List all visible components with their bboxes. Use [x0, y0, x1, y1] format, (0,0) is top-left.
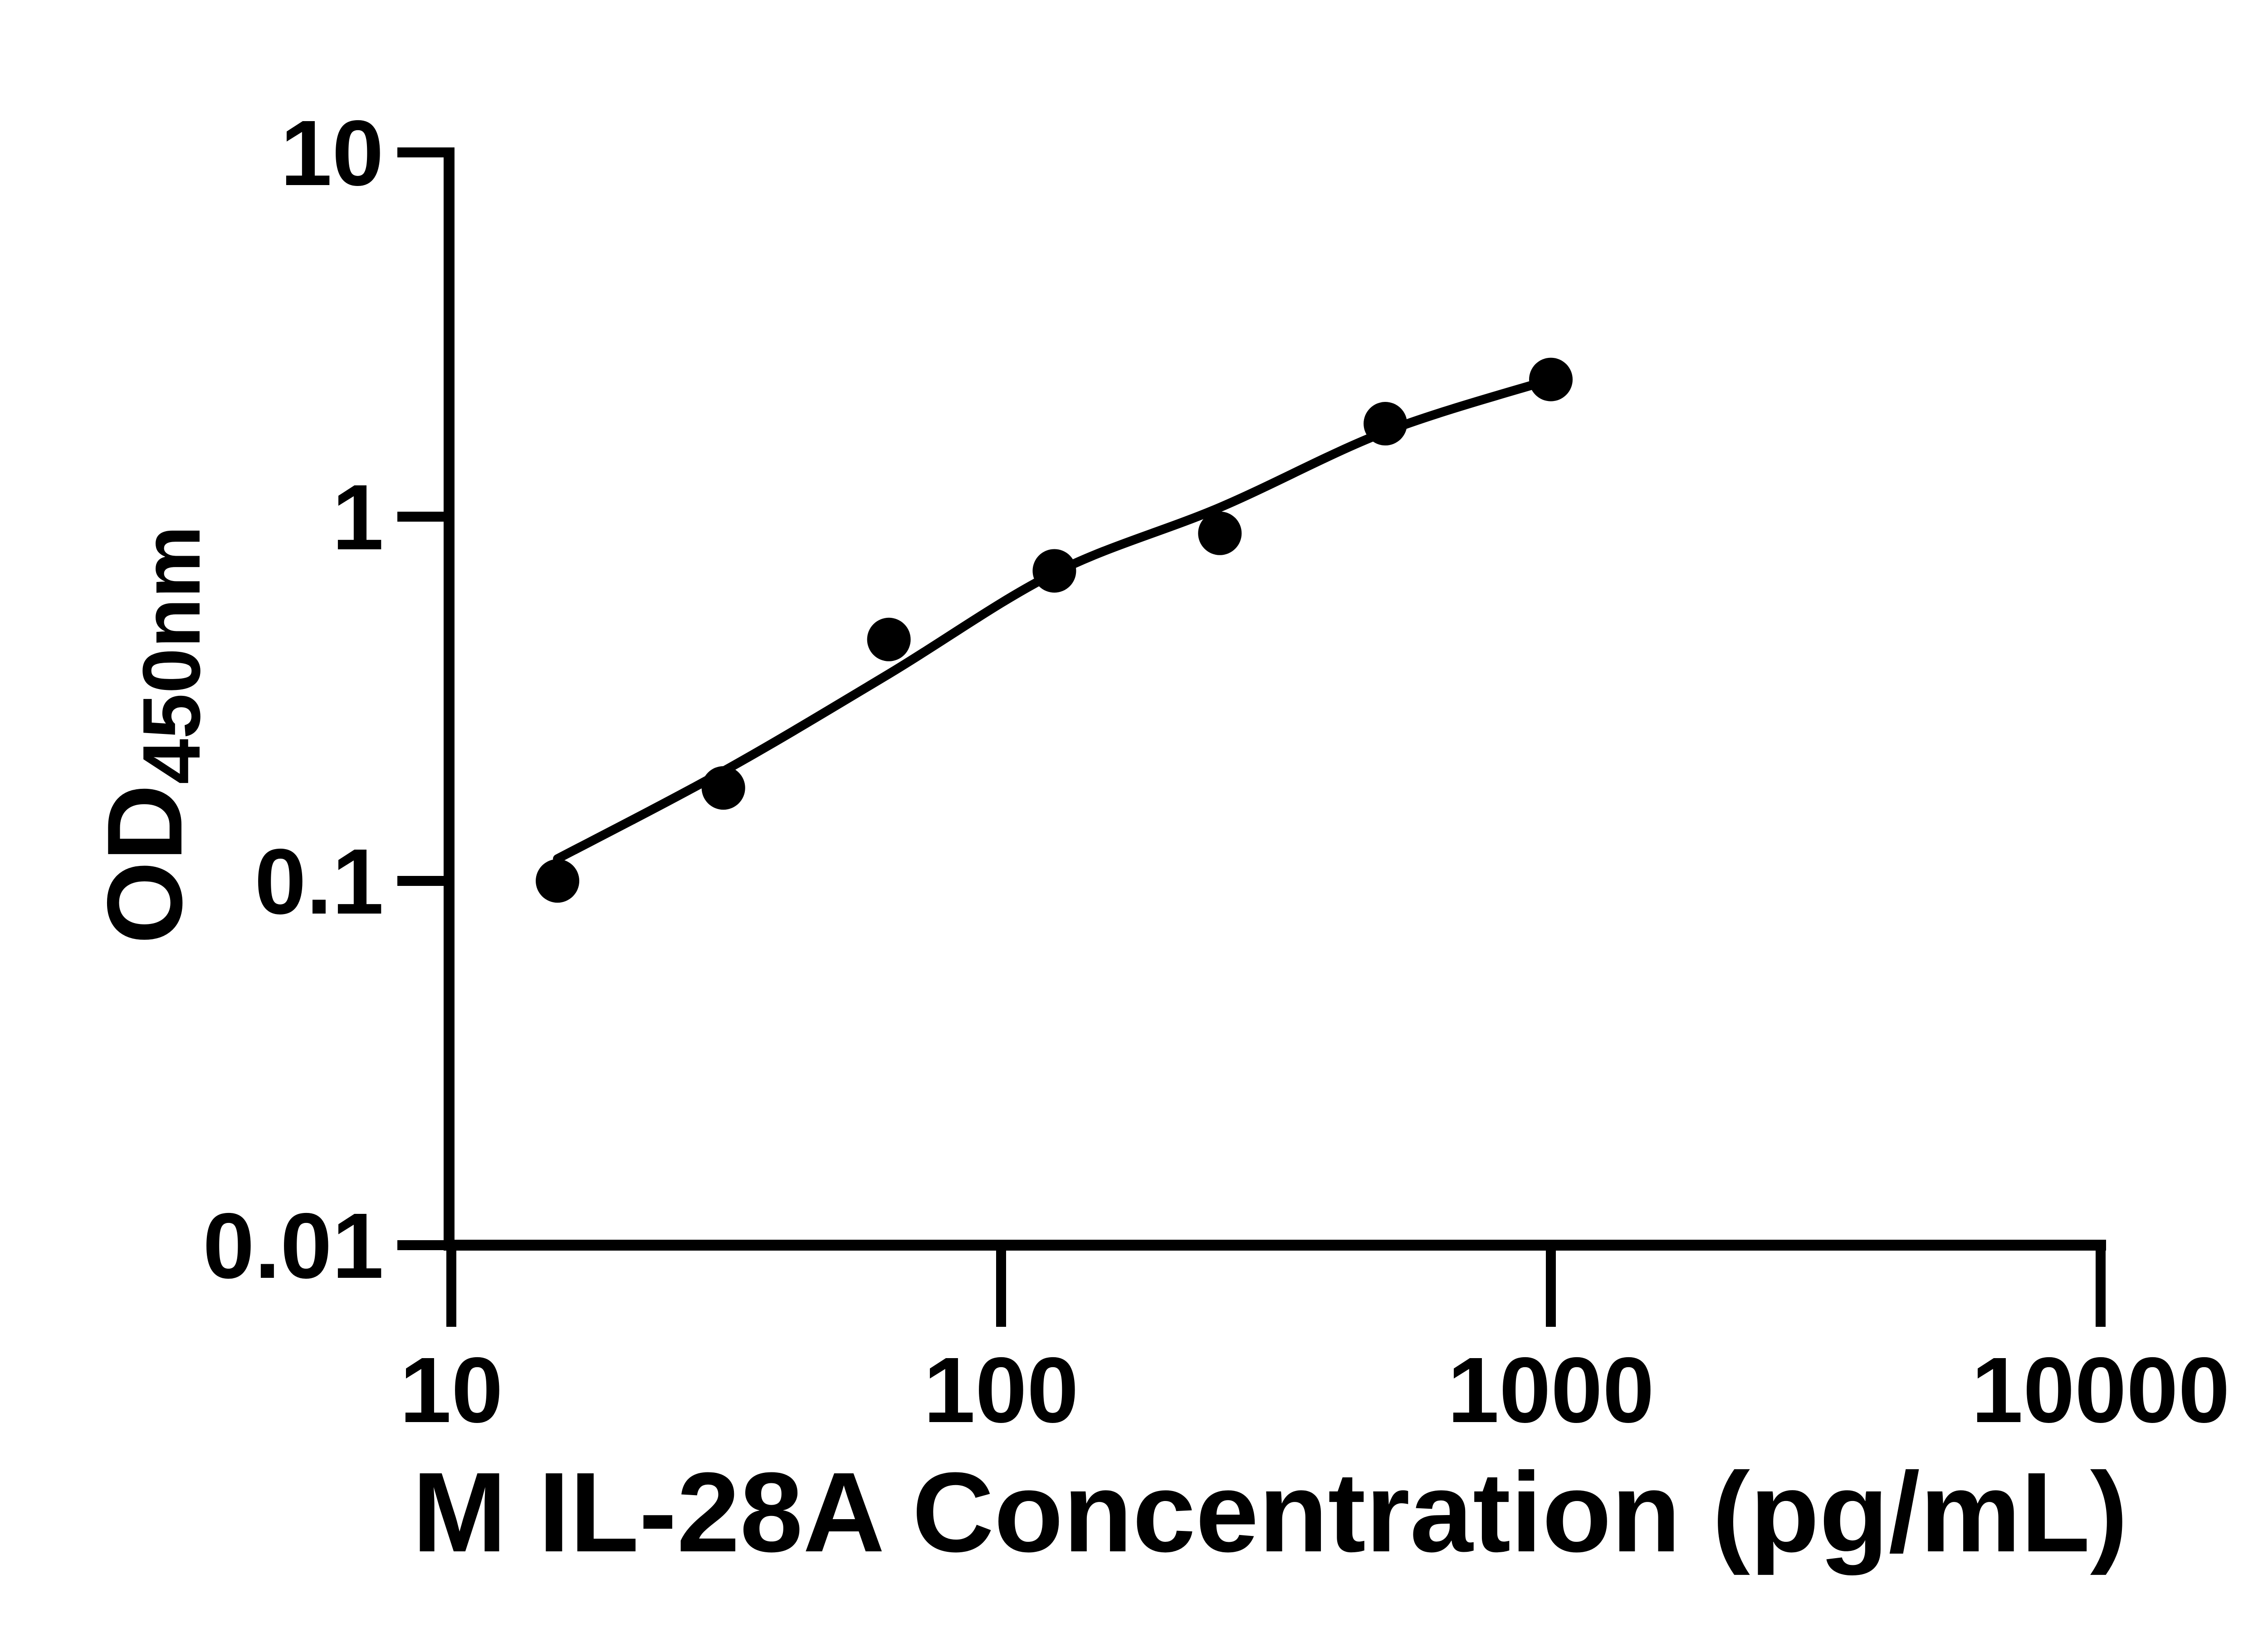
- y-axis-ticks: 10 1 0.1 0.01: [203, 101, 447, 1298]
- data-point-marker: [1032, 549, 1076, 593]
- y-axis-title-subscript: 450nm: [126, 526, 217, 784]
- data-point-marker: [701, 766, 745, 810]
- data-point-marker: [867, 617, 911, 661]
- y-tick-label: 0.01: [203, 1194, 384, 1298]
- y-axis-title-main: OD: [85, 784, 204, 944]
- x-tick-label: 100: [924, 1338, 1079, 1442]
- x-axis-title: M IL-28A Concentration (pg/mL): [412, 1449, 2128, 1575]
- y-tick-label: 1: [332, 465, 384, 569]
- data-point-marker: [1364, 402, 1408, 446]
- data-point-marker: [1529, 357, 1573, 401]
- data-point-marker: [1198, 511, 1242, 555]
- x-tick-label: 1000: [1447, 1338, 1654, 1442]
- axes: [444, 147, 2106, 1251]
- y-tick-label: 0.1: [254, 830, 384, 934]
- x-tick-label: 10: [400, 1338, 503, 1442]
- y-tick-label: 10: [280, 101, 384, 205]
- data-point-marker: [536, 859, 580, 903]
- y-axis-title: OD450nm: [85, 526, 217, 944]
- x-axis-ticks: 10 100 1000 10000: [400, 1250, 2230, 1442]
- data-points: [536, 357, 1573, 903]
- x-tick-label: 10000: [1971, 1338, 2230, 1442]
- axis-lines: [444, 147, 2106, 1251]
